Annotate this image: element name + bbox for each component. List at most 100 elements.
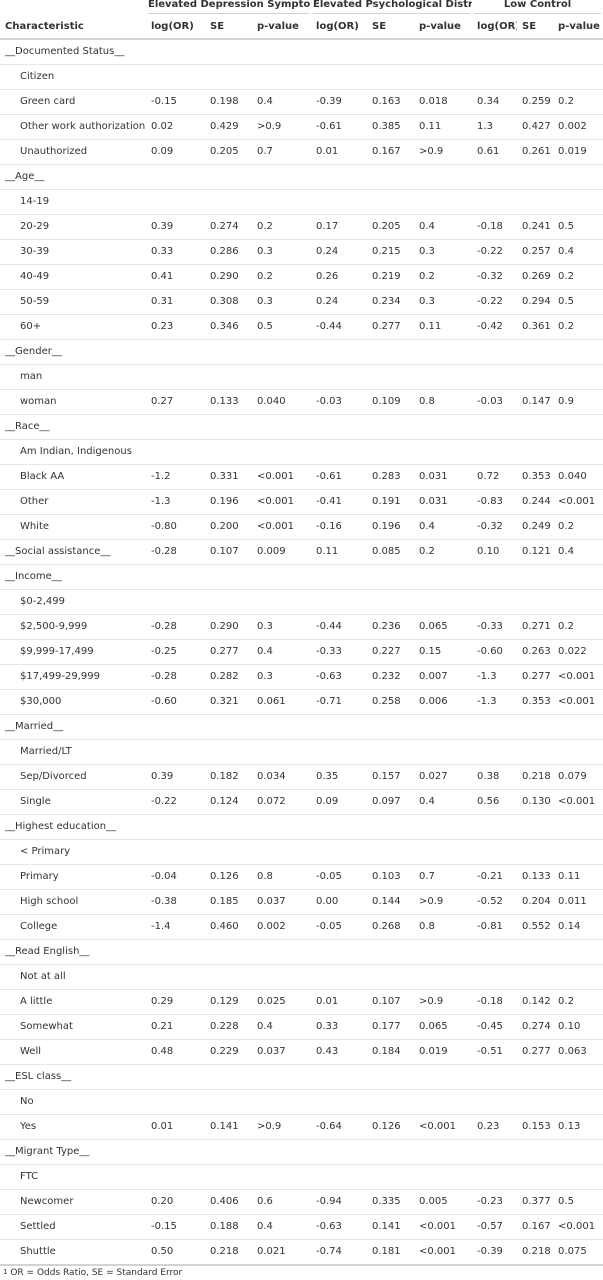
row-label: College bbox=[0, 914, 146, 940]
table-cell: 0.321 bbox=[205, 689, 252, 715]
spanner-empty bbox=[0, 0, 146, 16]
table-row: Unauthorized 0.09 0.205 0.7 0.01 0.167 >0.9 0.6… bbox=[0, 139, 603, 165]
table-group-row: __Social assistance__ -0.28 0.107 0.009 0.11… bbox=[0, 539, 603, 565]
table-cell: 0.5 bbox=[252, 314, 312, 340]
table-cell: >0.9 bbox=[414, 889, 473, 915]
table-cell bbox=[414, 714, 473, 740]
row-label: $0-2,499 bbox=[0, 589, 146, 615]
table-cell bbox=[414, 964, 473, 990]
table-cell bbox=[252, 364, 312, 390]
table-cell bbox=[414, 64, 473, 90]
table-cell bbox=[311, 364, 368, 390]
table-row: Primary -0.04 0.126 0.8 -0.05 0.103 0.7 -0.21 0.… bbox=[0, 864, 603, 890]
table-cell: 0.018 bbox=[414, 89, 473, 115]
table-cell bbox=[472, 439, 518, 465]
table-cell: 0.3 bbox=[414, 289, 473, 315]
table-cell bbox=[367, 964, 415, 990]
table-cell bbox=[517, 564, 554, 590]
group-label: __ESL class__ bbox=[0, 1064, 146, 1090]
table-cell bbox=[414, 364, 473, 390]
row-label: 30-39 bbox=[0, 239, 146, 265]
table-cell: 0.4 bbox=[252, 89, 312, 115]
table-cell bbox=[311, 939, 368, 965]
table-cell bbox=[472, 939, 518, 965]
table-cell: 0.167 bbox=[367, 139, 415, 165]
table-cell: 0.09 bbox=[146, 139, 205, 165]
table-cell bbox=[367, 739, 415, 765]
table-cell bbox=[517, 814, 554, 840]
table-cell: 0.258 bbox=[367, 689, 415, 715]
table-cell: 0.48 bbox=[146, 1039, 205, 1065]
footnote-text: OR = Odds Ratio, SE = Standard Error bbox=[10, 1268, 183, 1278]
row-label: Other bbox=[0, 489, 146, 515]
table-cell: -0.25 bbox=[146, 639, 205, 665]
table-cell bbox=[414, 939, 473, 965]
table-cell bbox=[553, 164, 603, 190]
table-cell: -0.51 bbox=[472, 1039, 518, 1065]
table-row: Citizen bbox=[0, 64, 603, 90]
table-cell bbox=[367, 1139, 415, 1165]
table-cell: 0.229 bbox=[205, 1039, 252, 1065]
row-label: 40-49 bbox=[0, 264, 146, 290]
table-cell: -0.33 bbox=[311, 639, 368, 665]
table-cell: <0.001 bbox=[553, 689, 603, 715]
table-cell bbox=[367, 564, 415, 590]
table-cell: 0.063 bbox=[553, 1039, 603, 1065]
table-cell: 0.331 bbox=[205, 464, 252, 490]
table-cell bbox=[517, 964, 554, 990]
table-cell: 0.271 bbox=[517, 614, 554, 640]
table-cell: 0.019 bbox=[553, 139, 603, 165]
table-cell bbox=[146, 339, 205, 365]
row-label: Not at all bbox=[0, 964, 146, 990]
table-cell: 0.157 bbox=[367, 764, 415, 790]
table-cell bbox=[472, 1064, 518, 1090]
table-cell: 0.124 bbox=[205, 789, 252, 815]
table-cell bbox=[517, 589, 554, 615]
column-header-characteristic: Characteristic bbox=[0, 16, 146, 40]
table-cell bbox=[553, 38, 603, 65]
table-cell: -0.18 bbox=[472, 989, 518, 1015]
table-cell bbox=[311, 64, 368, 90]
table-row: Other -1.3 0.196 <0.001 -0.41 0.191 0.031 -0.83… bbox=[0, 489, 603, 515]
table-cell: 0.4 bbox=[553, 539, 603, 565]
table-cell bbox=[553, 814, 603, 840]
table-cell: -0.39 bbox=[472, 1239, 518, 1265]
row-label: Sep/Divorced bbox=[0, 764, 146, 790]
table-cell: 0.72 bbox=[472, 464, 518, 490]
table-cell bbox=[414, 414, 473, 440]
spanner-depression: Elevated Depression Symptoms bbox=[146, 0, 311, 16]
table-cell: >0.9 bbox=[252, 114, 312, 140]
column-header-logor: log(OR) bbox=[146, 16, 205, 40]
table-cell: 0.290 bbox=[205, 264, 252, 290]
table-cell bbox=[367, 339, 415, 365]
table-cell: 0.274 bbox=[205, 214, 252, 240]
table-cell: -0.39 bbox=[311, 89, 368, 115]
table-cell bbox=[367, 939, 415, 965]
table-cell bbox=[414, 1139, 473, 1165]
table-cell: 0.14 bbox=[553, 914, 603, 940]
table-cell: 0.09 bbox=[311, 789, 368, 815]
table-cell: 0.142 bbox=[517, 989, 554, 1015]
table-row: 30-39 0.33 0.286 0.3 0.24 0.215 0.3 -0.22 0.257 0… bbox=[0, 239, 603, 265]
table-row: A little 0.29 0.129 0.025 0.01 0.107 >0.9 -0.18… bbox=[0, 989, 603, 1015]
table-cell: 1.3 bbox=[472, 114, 518, 140]
table-cell: 0.218 bbox=[517, 764, 554, 790]
table-cell bbox=[311, 38, 368, 65]
table-cell: 0.2 bbox=[414, 539, 473, 565]
table-cell bbox=[414, 339, 473, 365]
table-cell bbox=[553, 1089, 603, 1115]
table-cell bbox=[517, 64, 554, 90]
table-cell bbox=[553, 1164, 603, 1190]
table-row: High school -0.38 0.185 0.037 0.00 0.144 >0.9-… bbox=[0, 889, 603, 915]
table-cell bbox=[205, 939, 252, 965]
table-cell: -0.41 bbox=[311, 489, 368, 515]
table-cell bbox=[517, 739, 554, 765]
table-cell: 0.277 bbox=[517, 664, 554, 690]
table-cell: 0.377 bbox=[517, 1189, 554, 1215]
table-cell: 0.022 bbox=[553, 639, 603, 665]
table-cell: 0.037 bbox=[252, 1039, 312, 1065]
table-cell bbox=[311, 339, 368, 365]
row-label: $17,499-29,999 bbox=[0, 664, 146, 690]
table-cell bbox=[252, 839, 312, 865]
